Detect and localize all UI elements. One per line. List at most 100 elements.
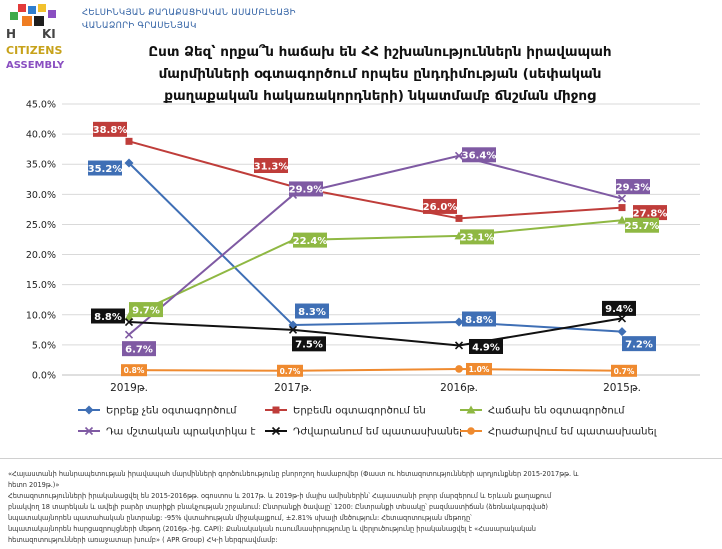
data-point bbox=[455, 365, 463, 373]
data-label: 1.0% bbox=[469, 365, 490, 374]
legend-label: Երբեմն օգտագործում են bbox=[293, 406, 426, 417]
y-tick-label: 35.0% bbox=[26, 160, 56, 171]
series-line-5 bbox=[128, 367, 623, 372]
data-label: 22.4% bbox=[293, 236, 328, 247]
data-label-box bbox=[633, 205, 667, 221]
footnote-line7: հետազոտությունների առաջատար խումբ» ( APR… bbox=[8, 536, 278, 544]
data-label-box bbox=[254, 158, 288, 174]
data-label: 7.5% bbox=[295, 340, 323, 351]
data-label: 9.7% bbox=[132, 305, 160, 316]
y-tick-label: 40.0% bbox=[26, 130, 56, 141]
org-name-line2: ՎԱՆԱՁՈՐԻ ԳՐԱՍԵՆՅԱԿ bbox=[82, 21, 197, 31]
y-tick-label: 25.0% bbox=[26, 220, 56, 231]
svg-text:CITIZENS: CITIZENS bbox=[6, 44, 62, 57]
data-label-box bbox=[423, 198, 457, 214]
data-label: 36.4% bbox=[462, 151, 497, 162]
data-label-box bbox=[460, 229, 494, 245]
citizens-assembly-logo: H KI CITIZENS ASSEMBLY bbox=[4, 4, 70, 74]
data-point bbox=[288, 320, 298, 330]
data-label: 38.8% bbox=[93, 125, 128, 136]
data-point bbox=[125, 137, 133, 145]
series-line-3 bbox=[128, 154, 623, 336]
y-tick-label: 10.0% bbox=[26, 310, 56, 321]
x-tick-label: 2015թ. bbox=[603, 382, 641, 394]
line-chart: 0.0% 5.0% 10.0% 15.0% 20.0% 25.0% 30.0% 35.0% 40… bbox=[26, 100, 700, 438]
data-label-box bbox=[277, 364, 303, 377]
data-label: 4.9% bbox=[472, 342, 500, 353]
data-label: 27.8% bbox=[633, 208, 668, 219]
legend-label: Դա մշտական պրակտիկա է bbox=[106, 427, 256, 438]
data-point bbox=[617, 327, 627, 337]
footnote-line1: «Հայաստանի հանրապետության իրավապահ մարմի… bbox=[8, 470, 579, 478]
data-label: 29.3% bbox=[616, 182, 651, 193]
legend-label: Հրաժարվում եմ պատասխանել bbox=[488, 427, 658, 438]
y-tick-label: 15.0% bbox=[26, 280, 56, 291]
data-point bbox=[466, 405, 476, 414]
svg-text:KI: KI bbox=[42, 27, 56, 41]
data-label-box bbox=[625, 217, 659, 233]
svg-text:ASSEMBLY: ASSEMBLY bbox=[6, 60, 65, 71]
data-point bbox=[84, 426, 94, 436]
data-point bbox=[124, 330, 134, 339]
data-label-box bbox=[462, 311, 496, 327]
footnote-line5: նպատակայնորեն պատահական ընտրանք: -95% վս… bbox=[8, 514, 472, 522]
chart-title-line1: Ըստ Ձեզ՝ որքա՞ն հաճախ են ՀՀ իշխանություն… bbox=[148, 44, 612, 60]
data-label: 8.8% bbox=[465, 315, 493, 326]
data-label: 26.0% bbox=[423, 202, 458, 213]
data-label: 8.3% bbox=[298, 307, 326, 318]
data-point bbox=[288, 325, 298, 334]
data-label-box bbox=[469, 338, 503, 354]
legend-label: Երբեք չեն օգտագործում bbox=[106, 406, 237, 417]
footnote-line6: նպատակայնորեն հարցազրույցների մեթոդ (201… bbox=[8, 525, 536, 533]
data-label: 0.8% bbox=[124, 366, 145, 375]
data-point bbox=[617, 314, 627, 323]
data-point bbox=[454, 317, 464, 327]
data-label-box bbox=[622, 336, 656, 352]
footnote-line4: բնակվող 18 տարեկան և ավելի բարձր տարիքի … bbox=[8, 503, 549, 511]
series-line-2 bbox=[128, 219, 623, 318]
data-point bbox=[454, 151, 464, 160]
data-label: 35.2% bbox=[88, 164, 123, 175]
svg-text:H: H bbox=[6, 27, 16, 41]
x-tick-label: 2016թ. bbox=[440, 382, 478, 394]
footnote-area: «Հայաստանի հանրապետության իրավապահ մարմի… bbox=[0, 458, 722, 549]
data-point bbox=[617, 194, 627, 203]
data-point bbox=[84, 405, 94, 415]
data-label: 9.4% bbox=[605, 304, 633, 315]
data-point bbox=[271, 426, 281, 436]
data-label: 29.9% bbox=[289, 185, 324, 196]
data-label-box bbox=[466, 362, 492, 375]
y-tick-label: 45.0% bbox=[26, 100, 56, 111]
data-label: 6.7% bbox=[125, 344, 153, 355]
data-label-box bbox=[91, 308, 125, 324]
data-point bbox=[617, 215, 627, 224]
data-point bbox=[455, 214, 463, 222]
data-label-box bbox=[88, 160, 122, 176]
footnote-line3: Հետազոտությունների իրականացվել են 2015-2… bbox=[8, 492, 552, 500]
data-point bbox=[124, 317, 134, 327]
data-label-box bbox=[292, 336, 326, 352]
org-name-line1: ՀԵԼՍԻՆԿՅԱՆ ՔԱՂԱՔԱՑԻԱԿԱՆ ԱՍԱՄԲԼԵԱՅԻ bbox=[82, 8, 296, 18]
chart-title-line3: քաղաքական հակառակորդների) նկատմամբ ճնշմա… bbox=[164, 88, 596, 104]
data-label: 8.8% bbox=[94, 312, 122, 323]
data-label-box bbox=[129, 302, 163, 318]
data-label-box bbox=[122, 341, 156, 357]
data-label-box bbox=[293, 232, 327, 248]
series-line-4 bbox=[128, 317, 623, 347]
data-label-box bbox=[295, 303, 329, 319]
y-tick-label: 30.0% bbox=[26, 190, 56, 201]
data-label: 23.1% bbox=[460, 233, 495, 244]
data-label-box bbox=[611, 364, 637, 377]
data-label-box bbox=[289, 181, 323, 197]
data-label-box bbox=[121, 364, 147, 377]
data-label: 0.7% bbox=[280, 367, 301, 376]
data-point bbox=[124, 158, 134, 168]
legend-label: Հաճախ են օգտագործում bbox=[488, 406, 625, 417]
y-tick-label: 5.0% bbox=[32, 340, 56, 351]
data-point bbox=[272, 406, 280, 414]
data-label-box bbox=[93, 121, 127, 137]
y-tick-label: 0.0% bbox=[32, 371, 56, 382]
chart-title-line2: մարմինների օգտագործում որպես ընդդիմությա… bbox=[158, 66, 602, 82]
data-label-box bbox=[462, 147, 496, 163]
y-tick-label: 20.0% bbox=[26, 250, 56, 261]
